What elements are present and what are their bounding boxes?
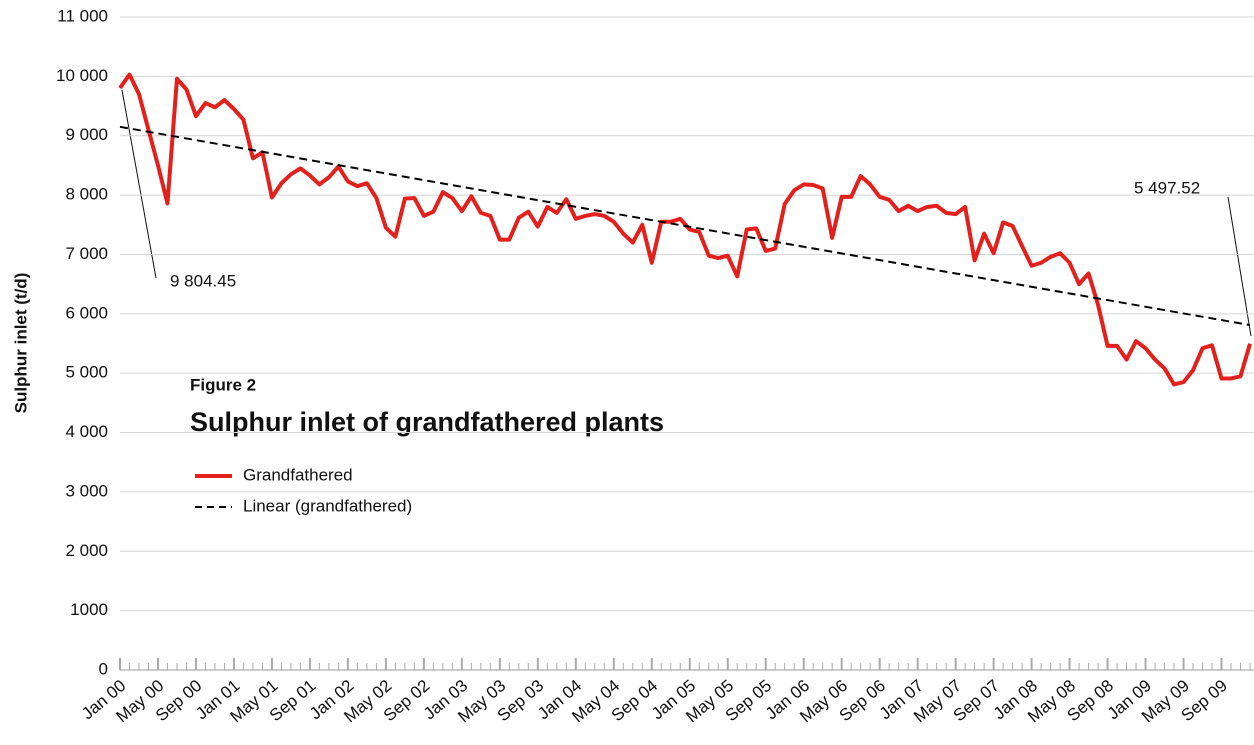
y-tick-label: 7 000 bbox=[65, 244, 108, 263]
annotation: 5 497.52 bbox=[1134, 178, 1200, 197]
y-tick-label: 8 000 bbox=[65, 185, 108, 204]
y-tick-label: 0 bbox=[99, 659, 108, 678]
y-tick-label: 6 000 bbox=[65, 303, 108, 322]
figure-number: Figure 2 bbox=[190, 375, 256, 394]
annotation: 9 804.45 bbox=[170, 271, 236, 290]
y-tick-label: 3 000 bbox=[65, 481, 108, 500]
y-tick-label: 9 000 bbox=[65, 125, 108, 144]
y-tick-label: 5 000 bbox=[65, 363, 108, 382]
y-tick-label: 2 000 bbox=[65, 541, 108, 560]
y-tick-label: 1000 bbox=[70, 600, 108, 619]
legend-label: Grandfathered bbox=[243, 465, 353, 484]
y-tick-label: 4 000 bbox=[65, 422, 108, 441]
annotation-pointer bbox=[121, 89, 157, 279]
y-tick-label: 11 000 bbox=[57, 6, 108, 25]
annotation-pointer bbox=[1227, 196, 1252, 337]
data-line bbox=[118, 72, 1252, 387]
y-axis-label: Sulphur inlet (t/d) bbox=[11, 273, 30, 414]
y-tick-label: 10 000 bbox=[56, 66, 108, 85]
trend-line bbox=[119, 125, 1251, 327]
legend-label: Linear (grandfathered) bbox=[243, 496, 412, 515]
